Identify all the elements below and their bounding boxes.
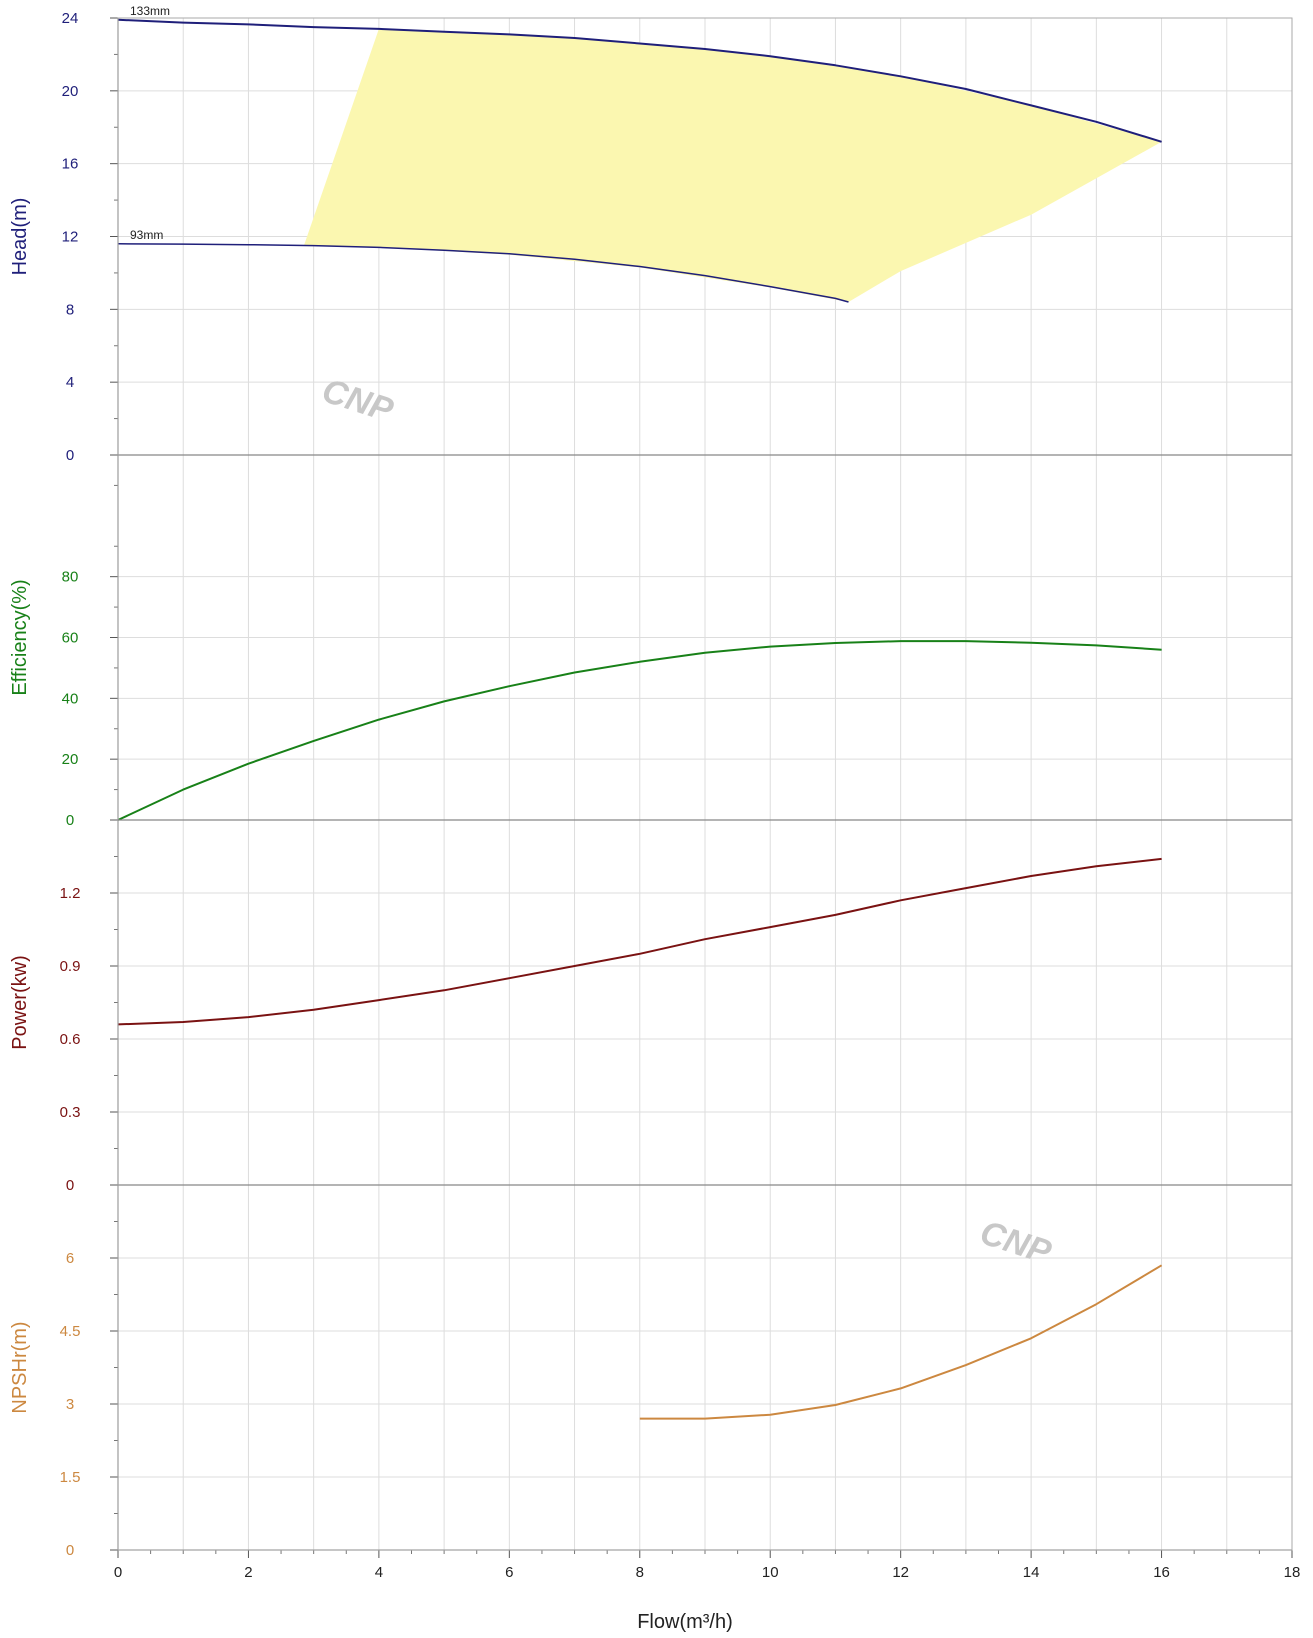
npshr-y-tick-label: 1.5 [60,1469,81,1486]
x-tick-label: 16 [1153,1564,1170,1581]
efficiency-curve [117,640,1162,821]
x-tick-label: 2 [244,1564,252,1581]
efficiency-y-axis-title: Efficiency(%) [9,579,31,695]
x-tick-label: 18 [1284,1564,1301,1581]
x-tick-label: 12 [892,1564,909,1581]
plot-frame [117,17,1293,1551]
power-y-tick-label: 0.6 [60,1031,81,1048]
operating-region [303,28,1162,303]
panel-efficiency: 0 20 40 60 80 Efficiency(%) [9,484,1292,829]
npshr-curve [639,1264,1163,1420]
power-y-tick-label: 1.2 [60,885,81,902]
npshr-y-tick-label: 3 [66,1396,74,1413]
panel-power: 0 0.3 0.6 0.9 1.2 Power(kw) [9,856,1292,1194]
x-tick-label: 4 [375,1564,383,1581]
x-tick-label: 14 [1023,1564,1040,1581]
x-tick-label: 0 [114,1564,122,1581]
head-y-tick-label: 8 [66,301,74,318]
power-y-tick-label: 0.9 [60,958,81,975]
efficiency-y-tick-label: 20 [62,751,79,768]
head-y-axis-title: Head(m) [9,198,31,276]
efficiency-y-tick-label: 60 [62,630,79,647]
head-y-tick-label: 12 [62,229,79,246]
power-curve [117,857,1162,1026]
curve-label-133mm: 133mm [130,4,170,18]
curve-label-93mm: 93mm [130,228,163,242]
head-curve-133mm [117,18,1162,143]
efficiency-y-tick-label: 40 [62,690,79,707]
x-tick-label: 10 [762,1564,779,1581]
x-axis-title: Flow(m³/h) [637,1611,733,1633]
power-y-axis-title: Power(kw) [9,955,31,1049]
power-y-tick-label: 0.3 [60,1104,81,1121]
head-y-tick-label: 20 [62,83,79,100]
npshr-y-tick-label: 6 [66,1250,74,1267]
npshr-y-axis-title: NPSHr(m) [9,1321,31,1413]
x-tick-label: 8 [636,1564,644,1581]
head-y-tick-label: 24 [62,10,79,27]
npshr-y-tick-label: 4.5 [60,1323,81,1340]
head-y-tick-label: 4 [66,374,74,391]
panel-head: 0 4 8 12 16 20 24 Head(m) 133mm 93mm [9,4,1292,464]
x-tick-label: 6 [505,1564,513,1581]
head-y-tick-label: 0 [66,447,74,464]
npshr-y-tick-label: 0 [66,1542,74,1559]
head-curve-93mm [117,243,849,303]
efficiency-y-tick-label: 80 [62,569,79,586]
power-y-tick-label: 0 [66,1177,74,1194]
efficiency-y-tick-label: 0 [66,812,74,829]
x-axis: 0 2 4 6 8 10 12 14 16 18 Flow(m³/h) [114,1550,1301,1633]
head-y-tick-label: 16 [62,156,79,173]
